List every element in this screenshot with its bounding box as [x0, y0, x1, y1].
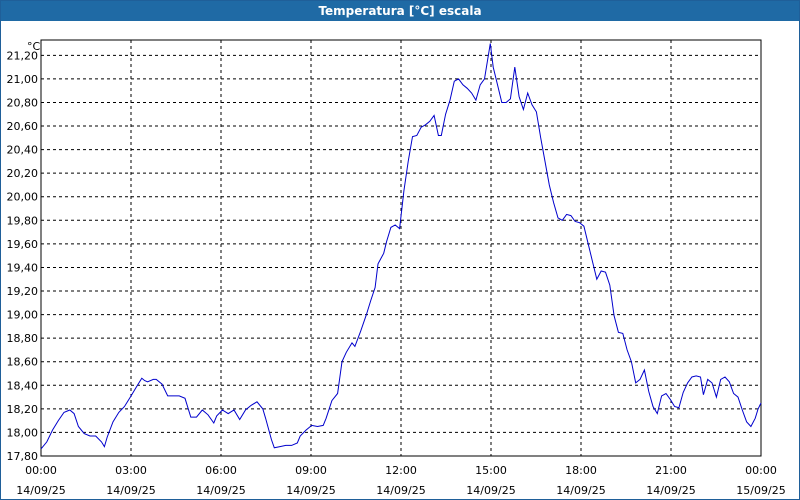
y-tick-label: 21,00	[7, 73, 39, 86]
y-tick-label: 18,20	[7, 403, 39, 416]
x-tick-date: 14/09/25	[376, 484, 425, 497]
y-tick-label: 20,80	[7, 96, 39, 109]
x-tick-time: 09:00	[295, 464, 327, 477]
y-tick-label: 20,60	[7, 120, 39, 133]
x-tick-time: 12:00	[385, 464, 417, 477]
y-tick-label: 20,00	[7, 191, 39, 204]
y-tick-label: 19,20	[7, 285, 39, 298]
x-axis-ticks: 00:00 14/09/25 03:00 14/09/25 06:00 14/09/25 0…	[16, 464, 785, 497]
y-tick-label: 20,40	[7, 144, 39, 157]
x-tick-date: 14/09/25	[106, 484, 155, 497]
x-tick-time: 00:00	[745, 464, 777, 477]
y-axis-ticks: 17,80 18,00 18,20 18,40 18,60 18,80 19,00 19,20…	[7, 49, 39, 463]
grid	[40, 40, 762, 457]
temperature-chart: 17,80 18,00 18,20 18,40 18,60 18,80 19,00 19,20…	[7, 39, 786, 497]
temperature-line	[40, 43, 762, 450]
x-tick-date: 15/09/25	[736, 484, 785, 497]
x-tick-date: 14/09/25	[646, 484, 695, 497]
x-tick-date: 14/09/25	[556, 484, 605, 497]
x-tick-time: 00:00	[25, 464, 57, 477]
y-tick-label: 19,40	[7, 261, 39, 274]
plot-frame	[40, 39, 762, 457]
y-tick-label: 21,20	[7, 49, 39, 62]
x-tick-date: 14/09/25	[286, 484, 335, 497]
x-tick-time: 21:00	[655, 464, 687, 477]
x-tick-date: 14/09/25	[196, 484, 245, 497]
x-tick-time: 15:00	[475, 464, 507, 477]
y-tick-label: 18,40	[7, 379, 39, 392]
y-tick-label: 18,80	[7, 332, 39, 345]
y-tick-label: 19,80	[7, 214, 39, 227]
x-tick-time: 03:00	[115, 464, 147, 477]
y-tick-label: 20,20	[7, 167, 39, 180]
y-tick-label: 19,60	[7, 238, 39, 251]
y-tick-label: 19,00	[7, 309, 39, 322]
x-tick-date: 14/09/25	[466, 484, 515, 497]
window-title: Temperatura [°C] escala	[1, 1, 799, 21]
x-tick-time: 06:00	[205, 464, 237, 477]
y-tick-label: 17,80	[7, 450, 39, 463]
y-tick-label: 18,00	[7, 426, 39, 439]
x-tick-date: 14/09/25	[16, 484, 65, 497]
y-axis-unit: °C	[27, 40, 41, 53]
x-tick-time: 18:00	[565, 464, 597, 477]
y-tick-label: 18,60	[7, 356, 39, 369]
